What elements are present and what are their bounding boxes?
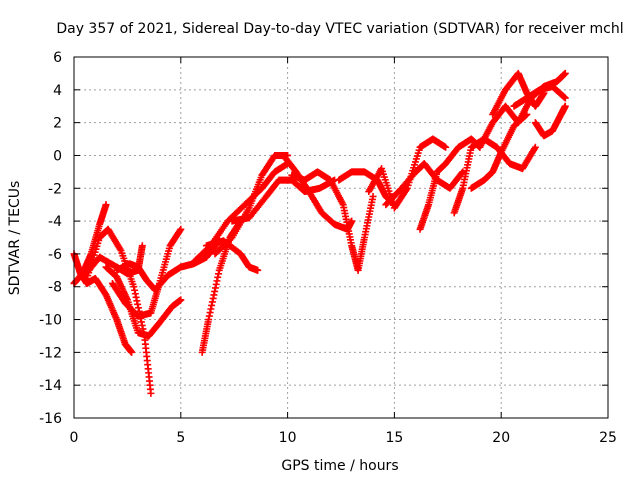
chart-title: Day 357 of 2021, Sidereal Day-to-day VTE… bbox=[56, 21, 623, 37]
series-arc-19 bbox=[450, 135, 539, 217]
data-point bbox=[561, 94, 569, 102]
data-point bbox=[254, 266, 262, 274]
x-tick-label: 10 bbox=[279, 430, 297, 446]
x-tick-label: 5 bbox=[176, 430, 185, 446]
y-tick-label: 0 bbox=[53, 148, 62, 164]
series-arc-13 bbox=[279, 151, 356, 233]
series-arc-17 bbox=[382, 160, 467, 209]
grid bbox=[74, 57, 608, 418]
x-tick-label: 25 bbox=[599, 430, 617, 446]
data-series bbox=[70, 69, 569, 397]
data-point bbox=[561, 69, 569, 77]
series-arc-6 bbox=[108, 225, 185, 320]
series-arc-24 bbox=[531, 102, 569, 140]
x-axis-label: GPS time / hours bbox=[281, 458, 398, 474]
series-arc-2 bbox=[70, 250, 136, 356]
data-point bbox=[442, 143, 450, 151]
y-tick-label: -14 bbox=[39, 378, 62, 394]
data-point bbox=[128, 348, 136, 356]
data-point bbox=[177, 296, 185, 304]
y-tick-label: 4 bbox=[53, 83, 62, 99]
y-tick-label: -8 bbox=[48, 280, 62, 296]
y-tick-label: 2 bbox=[53, 116, 62, 132]
x-tick-label: 20 bbox=[492, 430, 510, 446]
data-point bbox=[560, 93, 568, 101]
data-point bbox=[530, 145, 538, 153]
data-point bbox=[147, 389, 155, 397]
data-point bbox=[348, 217, 356, 225]
series-arc-23 bbox=[510, 83, 569, 110]
y-tick-label: 6 bbox=[53, 50, 62, 66]
data-point bbox=[102, 201, 110, 209]
series-arc-11 bbox=[211, 151, 292, 258]
data-point bbox=[402, 186, 410, 194]
data-point bbox=[531, 143, 539, 151]
y-tick-label: -4 bbox=[48, 214, 62, 230]
plot-frame bbox=[73, 56, 609, 419]
y-tick-label: -6 bbox=[48, 247, 62, 263]
series-arc-14 bbox=[288, 168, 377, 274]
x-tick-label: 15 bbox=[385, 430, 403, 446]
series-arc-1 bbox=[70, 201, 110, 287]
series-arc-16 bbox=[365, 135, 450, 212]
data-point bbox=[138, 242, 146, 250]
y-tick-label: -16 bbox=[39, 411, 62, 427]
series-arc-22 bbox=[489, 69, 548, 118]
x-tick-label: 0 bbox=[70, 430, 79, 446]
series-arc-12 bbox=[228, 176, 339, 225]
series-arc-4 bbox=[81, 242, 146, 279]
y-axis-label: SDTVAR / TECUs bbox=[7, 181, 23, 296]
data-point bbox=[561, 102, 569, 110]
data-point bbox=[369, 192, 377, 200]
data-point bbox=[116, 245, 124, 253]
y-tick-label: -12 bbox=[39, 345, 62, 361]
series-arc-10 bbox=[190, 160, 292, 266]
y-tick-label: -10 bbox=[39, 313, 62, 329]
y-tick-label: -2 bbox=[48, 181, 62, 197]
series-arc-18 bbox=[416, 135, 484, 233]
data-point bbox=[177, 225, 185, 233]
